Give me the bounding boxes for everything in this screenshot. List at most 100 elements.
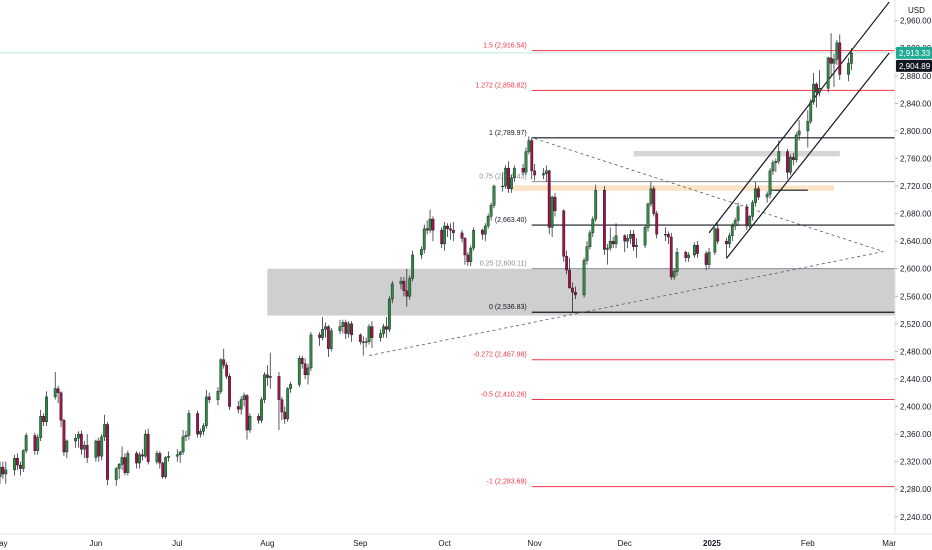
candle-body <box>385 326 388 330</box>
price-tick-label: 2,280.00 <box>900 485 932 494</box>
candle-body <box>611 240 615 245</box>
price-tick-label: 2,600.00 <box>900 265 932 274</box>
candle-body <box>768 170 772 195</box>
candle-body <box>303 363 307 376</box>
fib-level-label: (2,663.40) <box>495 217 527 224</box>
candle-body <box>257 415 261 421</box>
price-tick-label: 2,720.00 <box>900 182 932 191</box>
price-tick-label: 2,680.00 <box>900 210 932 219</box>
candle-body <box>553 196 557 212</box>
fib-level-label: 1 (2,789.97) <box>489 130 527 137</box>
price-axis[interactable]: 2,960.002,920.002,880.002,840.002,800.00… <box>895 17 932 522</box>
candle-body <box>449 228 452 231</box>
price-badge <box>896 46 932 59</box>
candle-body <box>486 216 490 227</box>
candle-body <box>460 232 464 239</box>
candles-layer <box>0 33 853 486</box>
candle-body <box>62 420 66 453</box>
price-tick-label: 2,440.00 <box>900 375 932 384</box>
candle-body <box>646 203 650 228</box>
candle-body <box>745 206 749 227</box>
candle-body <box>390 283 394 300</box>
candle-body <box>228 376 231 407</box>
price-badge-label: 2,913.33 <box>899 49 931 58</box>
candle-body <box>321 329 324 338</box>
candle-body <box>419 249 423 256</box>
candle-body <box>367 326 371 342</box>
candle-body <box>219 359 223 392</box>
candle-body <box>338 326 342 331</box>
candle-body <box>797 130 801 136</box>
candle-body <box>751 202 755 217</box>
candle-body <box>164 457 168 478</box>
candle-body <box>117 464 121 469</box>
candle-body <box>594 189 598 220</box>
candle-body <box>757 188 760 198</box>
candle-body <box>347 323 351 334</box>
candle-body <box>832 59 836 64</box>
candle-body <box>146 433 150 462</box>
candle-body <box>411 254 415 279</box>
candle-body <box>77 433 80 439</box>
candle-body <box>666 234 670 238</box>
price-badge <box>896 59 932 72</box>
price-badges: 2,913.33 2,904.89 <box>896 46 932 72</box>
candle-body <box>103 424 107 438</box>
candle-body <box>399 280 403 285</box>
candle-body <box>632 234 635 247</box>
candle-body <box>614 235 618 245</box>
candle-body <box>736 206 740 221</box>
candle-body <box>608 240 612 249</box>
candle-body <box>202 425 205 432</box>
candle-body <box>730 225 734 236</box>
candle-body <box>277 376 281 400</box>
candle-body <box>591 218 595 234</box>
time-axis[interactable]: May Jun Jul Aug Sep Oct Nov Dec 2025 Feb Mar <box>0 539 896 548</box>
candle-body <box>306 367 310 376</box>
candle-body <box>65 440 69 453</box>
candle-body <box>59 392 63 421</box>
candle-body <box>408 278 412 297</box>
candle-body <box>344 322 348 334</box>
candle-body <box>358 334 362 342</box>
time-tick-label: Jun <box>89 539 102 548</box>
candle-body <box>507 167 510 189</box>
candle-body <box>326 326 330 349</box>
candle-body <box>510 177 513 189</box>
candle-body <box>242 395 246 400</box>
candle-body <box>140 454 144 457</box>
candle-body <box>39 415 43 438</box>
candle-body <box>815 83 818 93</box>
candle-body <box>1 466 5 475</box>
candle-body <box>777 151 781 162</box>
candle-body <box>565 256 569 271</box>
candle-body <box>568 269 571 289</box>
candle-body <box>727 235 731 245</box>
candle-body <box>289 384 292 389</box>
candle-body <box>120 457 124 465</box>
candle-body <box>74 438 77 442</box>
candle-body <box>713 228 717 253</box>
candle-body <box>547 170 551 228</box>
candle-body <box>79 433 83 450</box>
candle-body <box>236 406 240 410</box>
candle-body <box>0 466 2 478</box>
candle-body <box>207 396 211 400</box>
candle-body <box>629 234 632 239</box>
candle-body <box>850 52 853 64</box>
candle-body <box>181 436 185 453</box>
fib-level-label: -0.5 (2,410.26) <box>481 391 527 398</box>
candle-body <box>187 413 191 436</box>
candle-body <box>263 374 266 400</box>
price-tick-label: 2,400.00 <box>900 403 932 412</box>
candle-body <box>135 453 138 464</box>
candle-body <box>469 247 473 263</box>
candle-body <box>53 388 57 398</box>
trendlines-layer <box>368 1 890 356</box>
candle-body <box>42 415 45 422</box>
time-tick-label: Dec <box>618 539 632 548</box>
candle-body <box>425 228 429 231</box>
candle-body <box>24 435 28 451</box>
candle-body <box>754 188 757 203</box>
